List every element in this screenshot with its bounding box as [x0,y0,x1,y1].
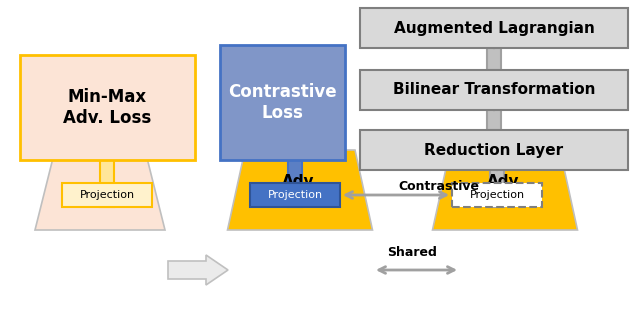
Text: Encoder: Encoder [65,182,134,197]
FancyBboxPatch shape [20,55,195,160]
FancyBboxPatch shape [360,8,628,48]
Text: Projection: Projection [79,190,134,200]
FancyBboxPatch shape [360,70,628,110]
Polygon shape [281,144,309,207]
FancyBboxPatch shape [250,183,340,207]
Text: Reduction Layer: Reduction Layer [424,143,564,157]
Text: Projection: Projection [268,190,323,200]
Polygon shape [35,150,165,230]
Polygon shape [433,150,577,230]
Polygon shape [227,150,372,230]
Text: Bilinear Transformation: Bilinear Transformation [393,82,595,97]
Text: Contrastive: Contrastive [398,180,479,192]
FancyBboxPatch shape [360,130,628,170]
Text: Min-Max
Adv. Loss: Min-Max Adv. Loss [63,88,152,127]
Polygon shape [168,255,228,285]
FancyBboxPatch shape [452,183,542,207]
Text: Adv.
Transfer: Adv. Transfer [469,174,541,206]
Polygon shape [483,154,511,207]
Text: Adv.
Transfer: Adv. Transfer [264,174,335,206]
Text: Shared: Shared [387,247,437,259]
FancyBboxPatch shape [220,45,345,160]
Polygon shape [480,94,508,130]
Text: Contrastive
Loss: Contrastive Loss [228,83,337,122]
Text: Augmented Lagrangian: Augmented Lagrangian [394,20,595,36]
Polygon shape [93,144,121,207]
FancyBboxPatch shape [62,183,152,207]
Polygon shape [480,32,508,70]
Text: Projection: Projection [469,190,525,200]
